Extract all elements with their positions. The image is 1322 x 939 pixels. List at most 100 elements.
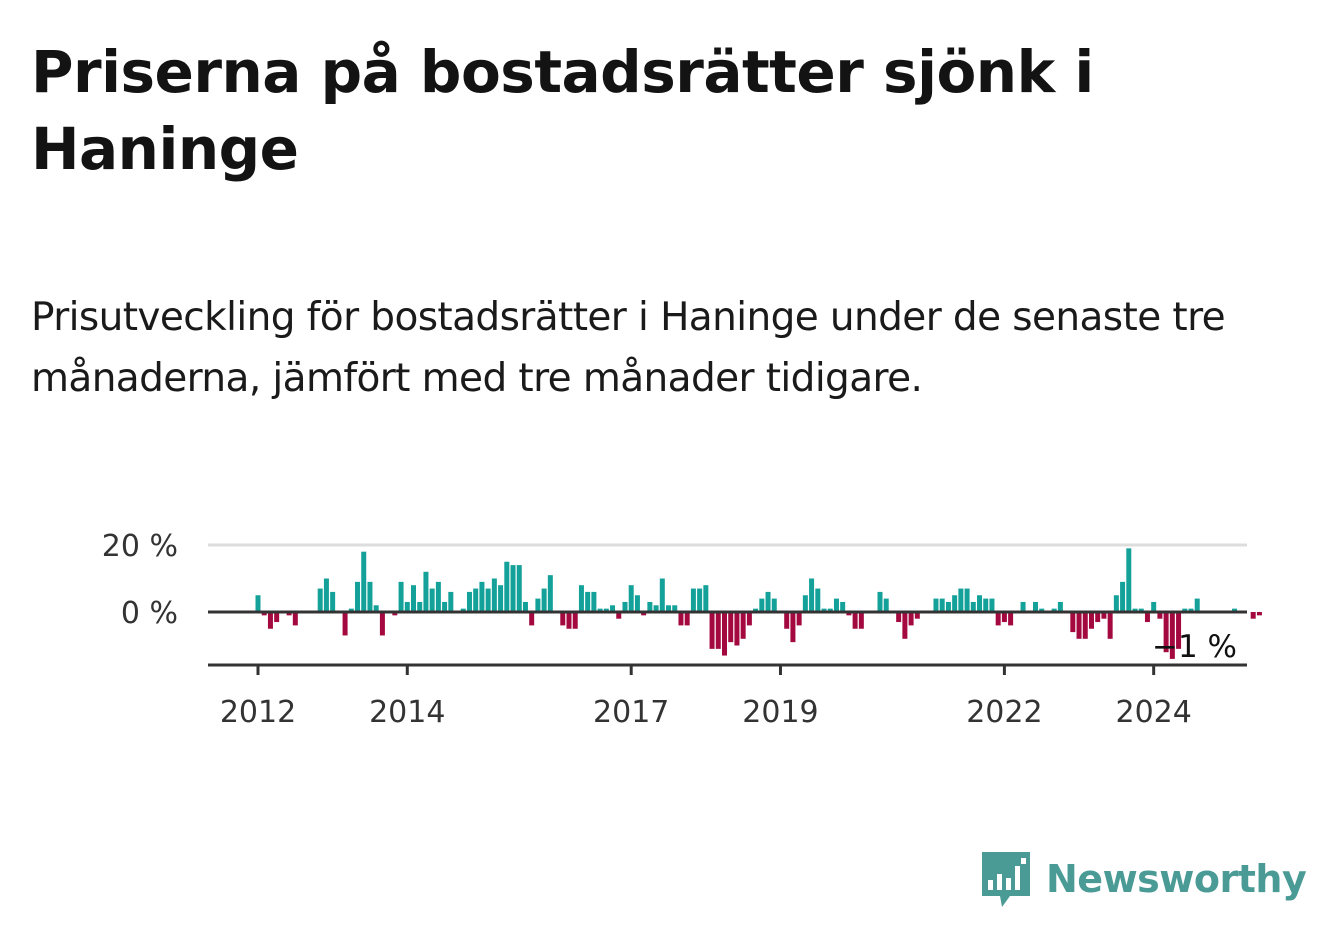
bar-positive [659, 578, 665, 612]
bar-positive [1138, 608, 1144, 612]
bar-positive [610, 605, 616, 612]
bar-negative [914, 612, 920, 619]
bar-positive [970, 601, 976, 612]
bar-negative [1101, 612, 1107, 619]
bar-positive [491, 578, 497, 612]
bar-negative [740, 612, 746, 639]
bar-negative [684, 612, 690, 626]
bar-positive [547, 575, 553, 612]
bar-positive [821, 608, 827, 612]
x-tick-label: 2017 [593, 695, 669, 730]
bar-positive [653, 605, 659, 612]
bar-negative [995, 612, 1001, 626]
bar-positive [355, 581, 361, 612]
bar-positive [833, 598, 839, 612]
bar-positive [939, 598, 945, 612]
bar-positive [1113, 595, 1119, 612]
bar-positive [442, 601, 448, 612]
bar-positive [535, 598, 541, 612]
bar-positive [1020, 601, 1026, 612]
bar-positive [541, 588, 547, 612]
bar-positive [485, 588, 491, 612]
bar-positive [647, 601, 653, 612]
brand-name: Newsworthy [1046, 857, 1307, 901]
chart-subtitle: Prisutveckling för bostadsrätter i Hanin… [31, 295, 1226, 401]
bar-negative [1169, 612, 1175, 659]
bar-positive [330, 591, 336, 612]
bar-negative [267, 612, 273, 629]
bar-positive [883, 598, 889, 612]
bar-positive [672, 605, 678, 612]
bar-positive [417, 601, 423, 612]
bar-positive [977, 595, 983, 612]
bar-positive [690, 588, 696, 612]
bar-positive [634, 595, 640, 612]
bar-negative [1076, 612, 1082, 639]
bar-positive [753, 608, 759, 612]
bar-positive [765, 591, 771, 612]
x-tick-label: 2024 [1116, 695, 1192, 730]
bar-negative [392, 612, 398, 616]
last-value-label: −1 % [1152, 629, 1237, 665]
bar-positive [933, 598, 939, 612]
bar-negative [846, 612, 852, 616]
x-tick-label: 2019 [742, 695, 818, 730]
bar-positive [578, 585, 584, 612]
y-tick-label: 0 % [121, 596, 178, 631]
bar-negative [616, 612, 622, 619]
bar-positive [771, 598, 777, 612]
bar-positive [448, 591, 454, 612]
bar-negative [1095, 612, 1101, 623]
bar-negative [734, 612, 740, 646]
bar-positive [466, 591, 472, 612]
bar-positive [1132, 608, 1138, 612]
bar-positive [423, 571, 429, 612]
bar-positive [473, 588, 479, 612]
bar-negative [379, 612, 385, 636]
bar-positive [877, 591, 883, 612]
bar-negative [1082, 612, 1088, 639]
bar-positive [989, 598, 995, 612]
bar-positive [317, 588, 323, 612]
bar-positive [759, 598, 765, 612]
bar-positive [802, 595, 808, 612]
bar-negative [1250, 612, 1256, 619]
bar-positive [666, 605, 672, 612]
bar-positive [703, 585, 709, 612]
bar-positive [628, 585, 634, 612]
bar-positive [815, 588, 821, 612]
bar-negative [1256, 612, 1262, 616]
bar-negative [1107, 612, 1113, 639]
bar-chart-speech-bubble-icon [982, 852, 1030, 907]
bar-negative [529, 612, 535, 626]
bar-positive [460, 608, 466, 612]
bar-negative [1088, 612, 1094, 629]
bar-negative [274, 612, 280, 623]
bar-negative [858, 612, 864, 629]
bar-negative [678, 612, 684, 626]
bar-chart: 0 % 20 % 2012 2014 2017 2019 2022 2024 −1 % [102, 529, 1262, 730]
bar-positive [809, 578, 815, 612]
bar-negative [1008, 612, 1014, 626]
bar-positive [398, 581, 404, 612]
bar-negative [286, 612, 292, 616]
bar-positive [348, 608, 354, 612]
bar-negative [560, 612, 566, 626]
bar-positive [585, 591, 591, 612]
bar-negative [1070, 612, 1076, 633]
bar-positive [522, 601, 528, 612]
bar-positive [323, 578, 329, 612]
bar-positive [958, 588, 964, 612]
bar-positive [1182, 608, 1188, 612]
bar-positive [510, 565, 516, 612]
bar-positive [1120, 581, 1126, 612]
bar-positive [361, 551, 367, 612]
bar-positive [255, 595, 261, 612]
x-tick-label: 2014 [369, 695, 445, 730]
bar-positive [827, 608, 833, 612]
bar-negative [796, 612, 802, 626]
bar-positive [367, 581, 373, 612]
bar-positive [373, 605, 379, 612]
bar-positive [603, 608, 609, 612]
bar-positive [411, 585, 416, 612]
